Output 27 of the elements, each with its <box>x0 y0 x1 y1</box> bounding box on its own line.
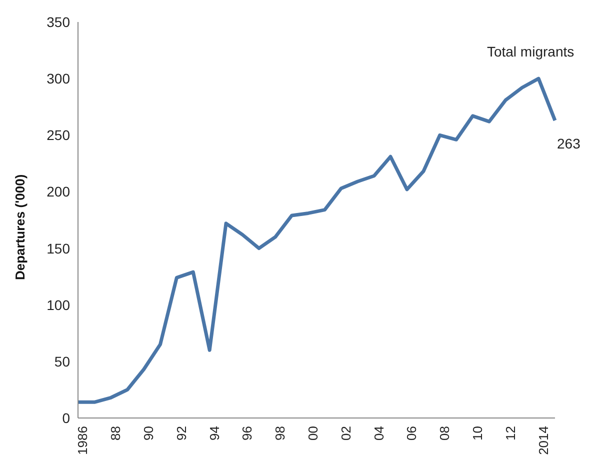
x-tick-label: 08 <box>437 426 452 440</box>
x-tick-label: 88 <box>108 426 124 440</box>
y-tick-label: 50 <box>54 353 70 370</box>
y-tick-label: 100 <box>46 296 70 313</box>
y-tick-label: 350 <box>46 14 70 30</box>
x-tick-label: 10 <box>470 426 485 440</box>
y-tick-label: 250 <box>46 127 70 144</box>
x-tick-label: 02 <box>338 426 354 440</box>
x-tick-label: 12 <box>502 426 518 440</box>
x-tick-label: 94 <box>206 426 222 440</box>
x-tick-label: 90 <box>141 426 156 440</box>
y-tick-label: 200 <box>46 184 70 200</box>
x-tick-label: 00 <box>306 426 321 440</box>
data-label: 263 <box>557 135 581 152</box>
x-tick-label: 2014 <box>536 426 551 455</box>
x-tick-label: 98 <box>272 426 288 440</box>
line-series <box>76 76 557 404</box>
x-tick-label: 06 <box>404 426 420 440</box>
y-tick-label: 0 <box>62 410 70 426</box>
x-tick-label: 04 <box>371 426 386 440</box>
text: Total migrants <box>486 44 574 60</box>
y-tick-label: 150 <box>46 240 70 256</box>
x-tick-label: 96 <box>240 426 255 440</box>
y-tick-label: 300 <box>46 70 70 87</box>
x-tick-label: 92 <box>174 426 189 440</box>
y-axis-title: Departures ('000) <box>12 174 28 280</box>
x-tick-label: 1986 <box>75 426 90 455</box>
